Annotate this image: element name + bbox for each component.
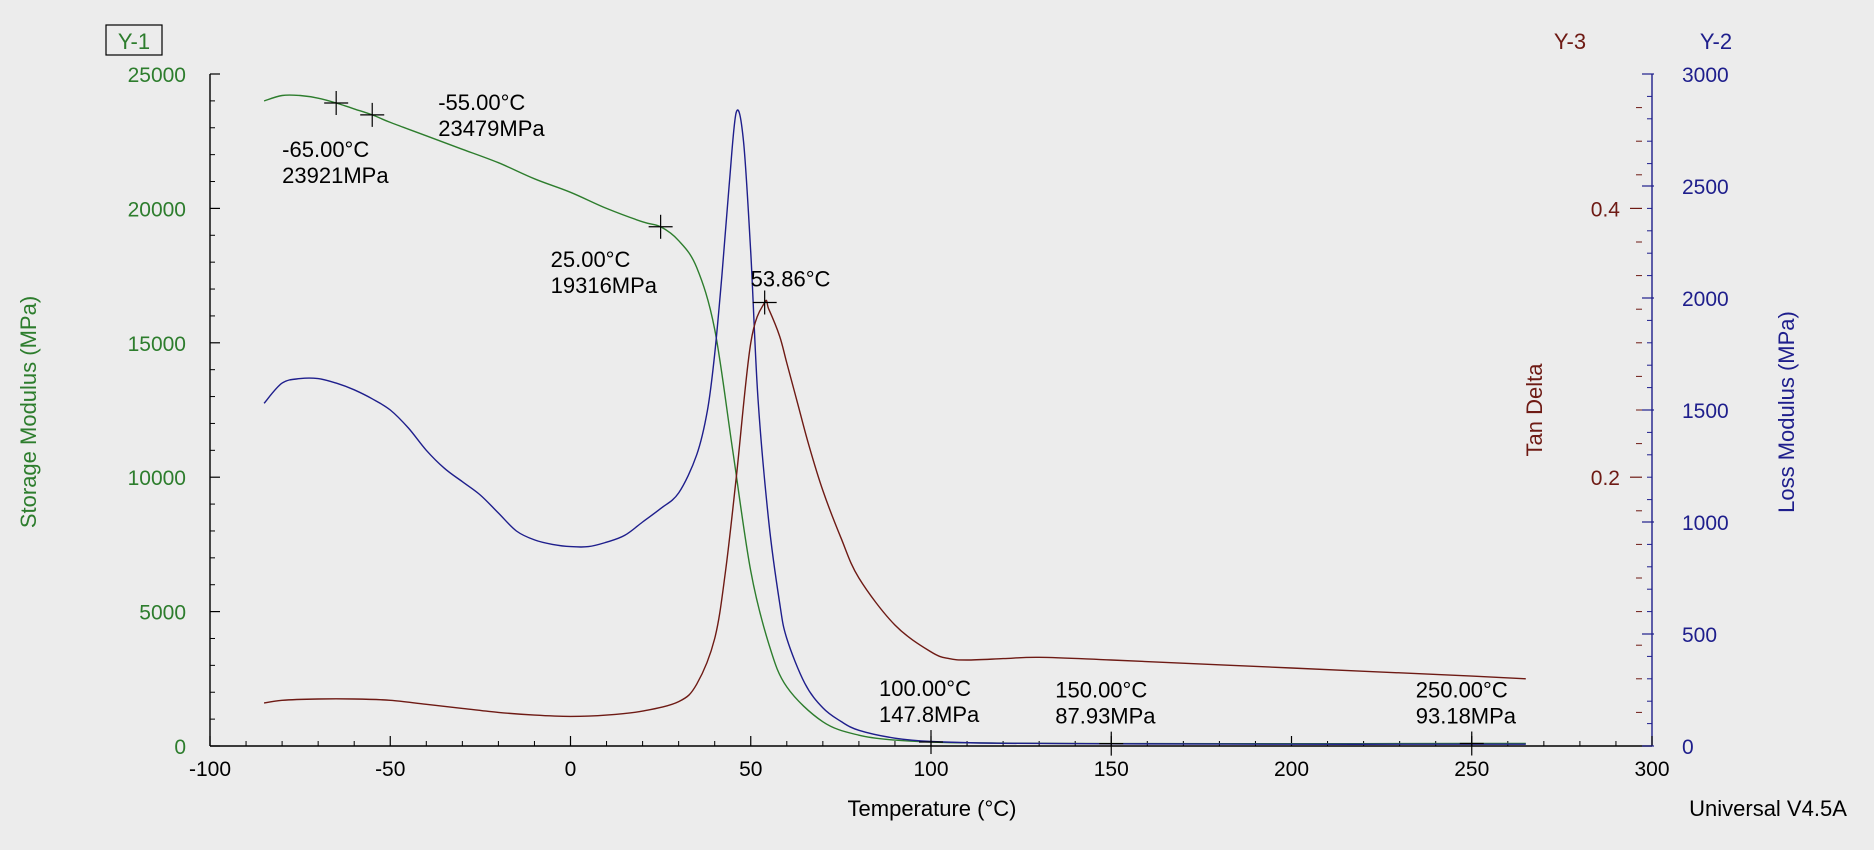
- x-tick-label: 50: [739, 758, 762, 781]
- annotation-value: 147.8MPa: [879, 702, 980, 727]
- x-tick-label: -50: [375, 758, 405, 781]
- annotation-label: 150.00°C: [1055, 678, 1147, 703]
- x-tick-label: -100: [189, 758, 231, 781]
- x-tick-label: 250: [1454, 758, 1489, 781]
- y1-tick-label: 10000: [128, 467, 186, 490]
- storage-modulus-line: [263, 94, 1526, 745]
- y2-tick-label: 0: [1682, 736, 1694, 759]
- software-version: Universal V4.5A: [1689, 796, 1847, 821]
- annotation-label: -55.00°C: [438, 90, 525, 115]
- x-tick-label: 0: [565, 758, 577, 781]
- annotation-value: 93.18MPa: [1416, 703, 1517, 728]
- annotation-label: -65.00°C: [282, 137, 369, 162]
- tan-delta-line: [263, 299, 1526, 718]
- y1-tick-label: 25000: [128, 64, 186, 87]
- y2-tick-label: 1000: [1682, 512, 1729, 535]
- annotation-label: 100.00°C: [879, 676, 971, 701]
- y3-tick-label: 0.2: [1591, 467, 1620, 490]
- y1-tick-label: 0: [174, 736, 186, 759]
- annotation-label: 250.00°C: [1416, 677, 1508, 702]
- x-tick-label: 150: [1094, 758, 1129, 781]
- y2-tag: Y-2: [1700, 29, 1732, 54]
- y2-axis-title: Loss Modulus (MPa): [1774, 311, 1799, 513]
- annotation-value: 23921MPa: [282, 163, 389, 188]
- annotation-value: 19316MPa: [551, 273, 658, 298]
- y2-tick-label: 1500: [1682, 400, 1729, 423]
- y1-tick-label: 5000: [139, 602, 186, 625]
- y2-tick-label: 2500: [1682, 176, 1729, 199]
- annotation-value: 23479MPa: [438, 116, 545, 141]
- y1-tag: Y-1: [118, 29, 150, 54]
- annotation-value: 87.93MPa: [1055, 704, 1156, 729]
- loss-modulus-line: [263, 109, 1526, 745]
- y3-axis-title: Tan Delta: [1522, 363, 1547, 457]
- x-axis-title: Temperature (°C): [848, 796, 1017, 821]
- y2-tick-label: 3000: [1682, 64, 1729, 87]
- x-tick-label: 100: [913, 758, 948, 781]
- y3-tag: Y-3: [1554, 29, 1586, 54]
- y1-tag-box: [105, 24, 163, 56]
- y1-tick-label: 15000: [128, 333, 186, 356]
- y1-axis-title: Storage Modulus (MPa): [16, 296, 41, 528]
- y2-tick-label: 2000: [1682, 288, 1729, 311]
- x-tick-label: 200: [1274, 758, 1309, 781]
- annotation-label: 25.00°C: [551, 247, 631, 272]
- annotation-label: 53.86°C: [751, 266, 831, 291]
- y1-tick-label: 20000: [128, 198, 186, 221]
- x-tick-label: 300: [1634, 758, 1669, 781]
- y2-tick-label: 500: [1682, 624, 1717, 647]
- y3-tick-label: 0.4: [1591, 198, 1621, 221]
